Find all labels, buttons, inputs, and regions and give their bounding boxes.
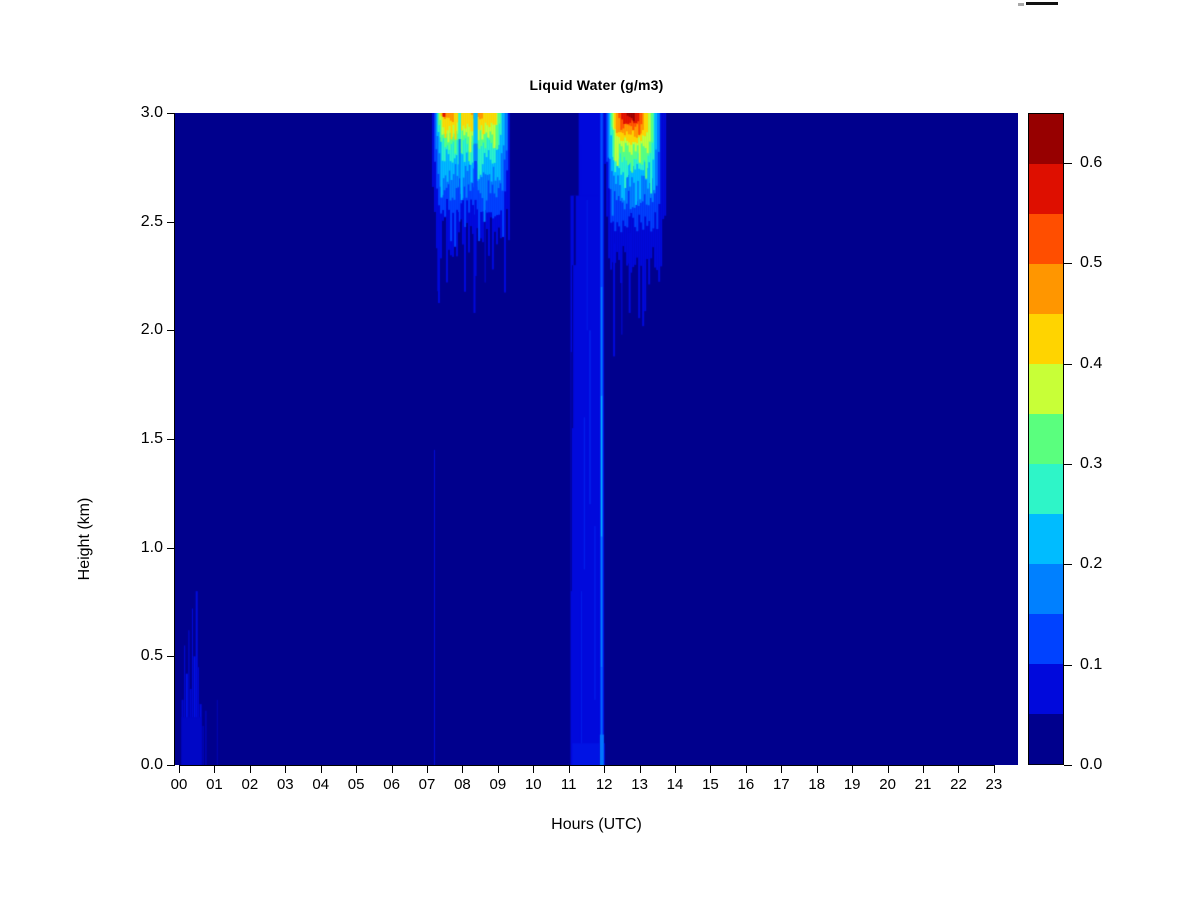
x-tick-label: 10 — [524, 776, 542, 793]
x-tick-label: 20 — [879, 776, 896, 793]
x-tick-label: 14 — [666, 776, 684, 793]
colorbar-band — [1029, 114, 1063, 165]
colorbar-band — [1029, 364, 1063, 415]
x-tick-label: 15 — [702, 776, 719, 793]
x-tick-label: 04 — [312, 776, 330, 793]
x-tick-label: 19 — [843, 776, 861, 793]
x-tick-mark — [356, 765, 358, 773]
x-tick-mark — [462, 765, 464, 773]
x-tick-mark — [923, 765, 925, 773]
y-tick-mark — [167, 113, 175, 114]
x-tick-label: 02 — [241, 776, 259, 793]
x-axis-title: Hours (UTC) — [551, 816, 642, 833]
colorbar-tick-mark — [1064, 765, 1072, 766]
x-tick-mark — [533, 765, 535, 773]
colorbar-band — [1029, 664, 1063, 715]
x-tick-mark — [391, 765, 393, 773]
x-tick-mark — [179, 765, 180, 773]
y-tick-mark — [167, 330, 175, 332]
x-tick-mark — [993, 765, 995, 773]
x-tick-label: 11 — [560, 776, 577, 793]
colorbar-tick-mark — [1064, 363, 1072, 365]
colorbar-tick-label: 0.3 — [1080, 455, 1103, 473]
x-tick-mark — [781, 765, 783, 773]
x-tick-label: 03 — [276, 776, 294, 793]
x-tick-label: 07 — [418, 776, 436, 793]
x-axis-line — [179, 765, 994, 766]
y-tick-label: 1.0 — [140, 538, 163, 556]
x-tick-mark — [710, 765, 712, 773]
colorbar-tick-label: 0.4 — [1080, 354, 1103, 372]
x-tick-mark — [249, 765, 251, 773]
colorbar-tick-label: 0.5 — [1080, 254, 1103, 272]
x-tick-label: 23 — [985, 776, 1003, 793]
x-tick-mark — [497, 765, 499, 773]
colorbar-band — [1029, 164, 1063, 215]
y-tick-mark — [167, 765, 175, 766]
x-tick-label: 01 — [206, 776, 223, 793]
y-tick-label: 1.5 — [140, 430, 163, 447]
x-tick-mark — [887, 765, 889, 773]
colorbar-tick-mark — [1064, 464, 1072, 466]
colorbar-tick-mark — [1064, 163, 1072, 165]
x-tick-mark — [958, 765, 960, 773]
x-tick-mark — [568, 765, 570, 773]
y-tick-mark — [167, 439, 175, 440]
y-tick-label: 3.0 — [140, 104, 163, 121]
x-tick-mark — [816, 765, 818, 773]
x-tick-label: 09 — [489, 776, 507, 793]
x-tick-label: 22 — [950, 776, 967, 793]
colorbar-tick-label: 0.0 — [1080, 756, 1103, 773]
x-tick-mark — [214, 765, 216, 773]
colorbar-band — [1029, 314, 1063, 365]
colorbar — [1028, 113, 1064, 765]
window-edge-artifact-speck — [1018, 3, 1024, 6]
colorbar-band — [1029, 214, 1063, 265]
colorbar-tick-label: 0.6 — [1080, 154, 1103, 172]
x-tick-mark — [320, 765, 322, 773]
colorbar-tick-mark — [1064, 664, 1072, 666]
x-tick-label: 05 — [347, 776, 365, 793]
colorbar-band — [1029, 614, 1063, 665]
heatmap-canvas — [175, 113, 1018, 765]
chart-title: Liquid Water (g/m3) — [529, 77, 664, 93]
y-tick-label: 0.5 — [140, 647, 163, 665]
x-tick-label: 08 — [454, 776, 471, 793]
colorbar-tick-mark — [1064, 564, 1072, 566]
y-tick-label: 2.0 — [140, 321, 163, 339]
x-tick-mark — [427, 765, 428, 773]
x-tick-mark — [639, 765, 641, 773]
window-edge-artifact — [1026, 2, 1058, 5]
colorbar-band — [1029, 714, 1063, 765]
y-tick-mark — [167, 221, 175, 223]
colorbar-tick-label: 0.1 — [1080, 655, 1103, 673]
colorbar-band — [1029, 414, 1063, 465]
x-tick-label: 18 — [808, 776, 826, 793]
colorbar-tick-label: 0.2 — [1080, 555, 1103, 573]
x-tick-mark — [285, 765, 287, 773]
y-tick-mark — [167, 656, 175, 658]
colorbar-band — [1029, 264, 1063, 315]
colorbar-band — [1029, 514, 1063, 565]
x-tick-label: 13 — [631, 776, 648, 793]
colorbar-band — [1029, 564, 1063, 615]
x-tick-label: 00 — [170, 776, 188, 793]
y-tick-label: 2.5 — [140, 212, 163, 230]
x-tick-label: 17 — [772, 776, 790, 793]
x-tick-label: 12 — [595, 776, 613, 793]
y-tick-label: 0.0 — [140, 756, 163, 773]
x-tick-label: 16 — [737, 776, 755, 793]
y-tick-mark — [167, 547, 175, 549]
x-tick-label: 06 — [383, 776, 400, 793]
x-tick-mark — [675, 765, 677, 773]
x-tick-label: 21 — [914, 776, 932, 793]
colorbar-band — [1029, 464, 1063, 515]
colorbar-tick-mark — [1064, 263, 1072, 265]
x-tick-mark — [852, 765, 854, 773]
x-tick-mark — [745, 765, 747, 773]
x-tick-mark — [604, 765, 606, 773]
y-axis-title: Height (km) — [76, 497, 93, 581]
